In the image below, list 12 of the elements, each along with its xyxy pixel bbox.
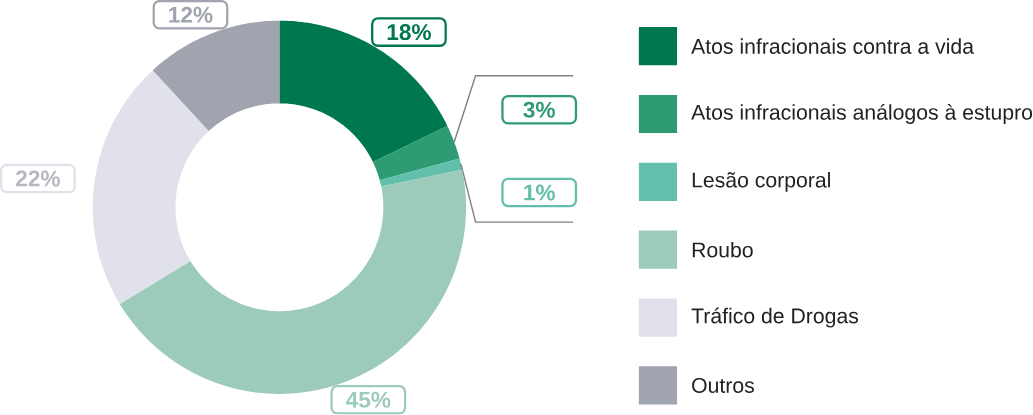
data-label: 1% [524, 184, 555, 201]
data-label: 45% [346, 392, 391, 409]
data-label: 12% [169, 6, 213, 23]
data-label: 18% [387, 24, 431, 41]
legend-label: Roubo [692, 242, 753, 258]
legend-label: Atos infracionais análogos à estupro [691, 104, 1033, 125]
legend-label: Atos infracionais contra a vida [691, 38, 974, 55]
legend-label: Lesão corporal [692, 172, 830, 192]
data-label: 3% [523, 101, 555, 118]
legend-label: Tráfico de Drogas [691, 307, 859, 328]
legend-label: Outros [692, 378, 754, 394]
data-label: 22% [16, 170, 60, 187]
